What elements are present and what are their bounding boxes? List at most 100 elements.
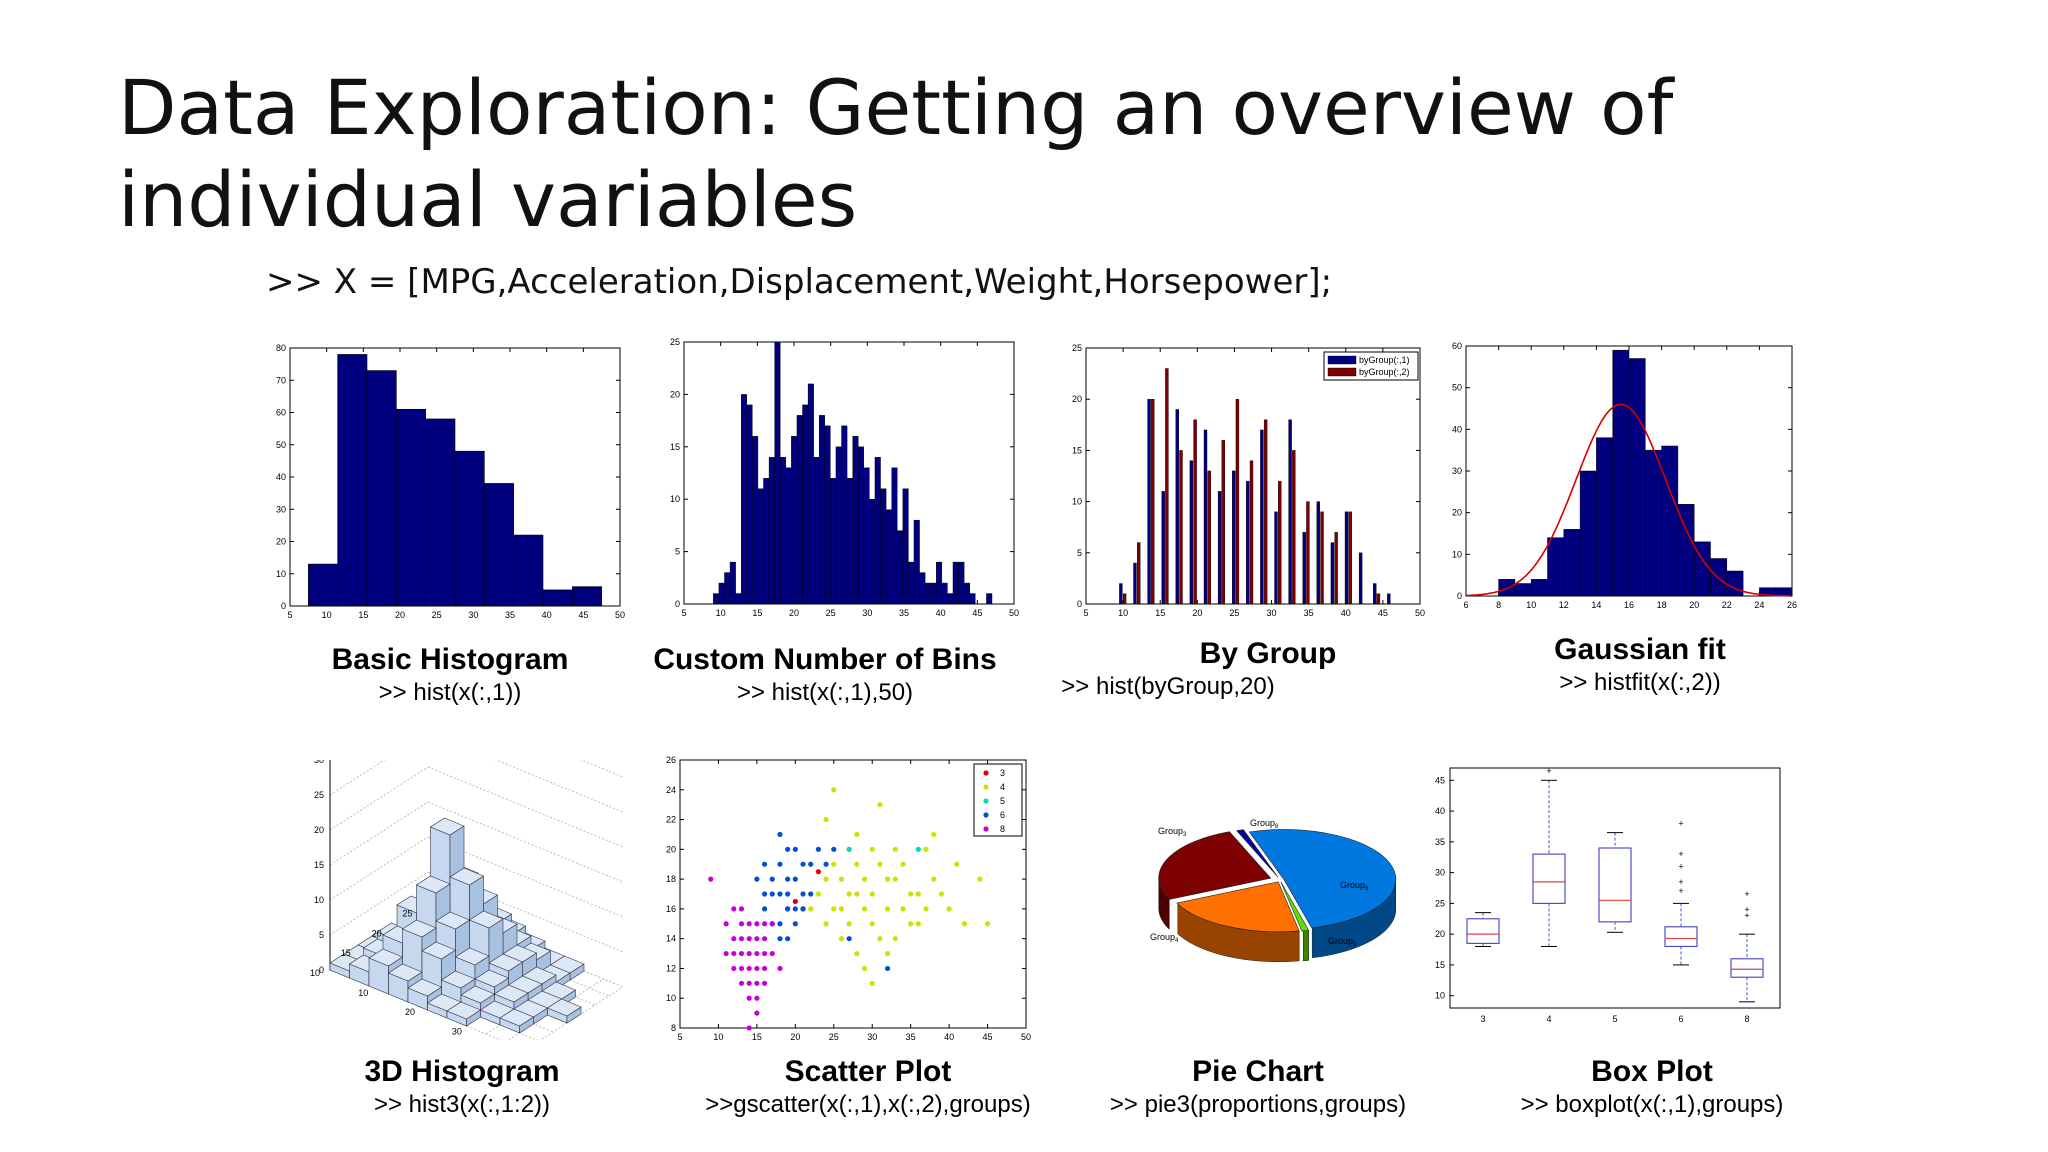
pie-slice-Group3 — [1236, 829, 1279, 878]
legend-swatch — [1327, 367, 1357, 377]
x-tick-label: 24 — [1754, 600, 1764, 610]
histogram-bar — [841, 425, 848, 605]
scatter-point-group-4 — [838, 906, 845, 912]
scatter-point-group-4 — [846, 891, 852, 897]
histogram-bar — [1514, 583, 1532, 597]
pie-caption: Pie Chart >> pie3(proportions,groups) — [1048, 1054, 1468, 1120]
group-bar — [1193, 419, 1197, 605]
legend-marker — [983, 826, 989, 832]
x-tick-label: 50 — [615, 610, 625, 620]
outlier-marker: + — [1678, 849, 1683, 859]
histogram-bar — [885, 509, 892, 605]
scatter-point-group-8 — [761, 965, 768, 972]
x-tick-label: 50 — [1415, 608, 1425, 618]
y-tick-label: 5 — [675, 547, 680, 557]
slide-title: Data Exploration: Getting an overview of… — [118, 63, 1674, 244]
scatter-point-group-8 — [738, 906, 745, 912]
histogram-bar — [785, 467, 792, 605]
group-bar — [1232, 470, 1236, 605]
group-bar — [1161, 491, 1165, 605]
group-bar — [1207, 470, 1211, 605]
histogram-bar — [852, 436, 859, 605]
scatter-point-group-4 — [908, 921, 914, 927]
scatter-point-group-8 — [708, 876, 714, 882]
histogram-bar — [752, 436, 759, 605]
scatter-point-group-8 — [731, 936, 737, 942]
y-tick-label: 10 — [666, 993, 676, 1003]
wall-grid — [427, 766, 624, 848]
scatter-point-group-8 — [746, 980, 752, 986]
scatter-point-group-5 — [846, 846, 852, 852]
pie-label: Group6 — [1340, 880, 1369, 892]
box — [1730, 958, 1764, 978]
group-bar — [1320, 511, 1324, 605]
y-tick-label: 15 — [670, 442, 680, 452]
group-bar — [1147, 399, 1151, 605]
by-group-caption: By Group >> hist(byGroup,20) — [1058, 636, 1478, 702]
histogram-bar — [757, 488, 764, 605]
legend-label: 6 — [1000, 810, 1005, 820]
scatter-point-group-6 — [785, 906, 791, 912]
legend-swatch — [1327, 355, 1357, 365]
scatter-point-group-8 — [738, 936, 745, 942]
histogram-bar — [1645, 449, 1662, 597]
group-bar — [1249, 460, 1254, 605]
histogram-bar — [1530, 579, 1548, 597]
group-bar — [1334, 532, 1338, 605]
z-tick-label: 15 — [314, 860, 324, 870]
x-tick-label: 3 — [1480, 1014, 1485, 1024]
legend-label: byGroup(:,2) — [1359, 367, 1410, 377]
histogram-bar — [1547, 537, 1565, 597]
group-bar — [1274, 511, 1278, 605]
caption-title: Custom Number of Bins — [653, 643, 997, 676]
group-bar — [1235, 399, 1240, 605]
bar3d-top — [435, 911, 471, 930]
group-bar — [1260, 429, 1264, 605]
bar3d-top — [454, 947, 490, 966]
scatter-point-group-4 — [915, 891, 921, 897]
histogram-bar — [1726, 570, 1744, 597]
x-tick-label: 30 — [867, 1032, 877, 1042]
legend-label: 8 — [1000, 824, 1005, 834]
histogram-bar — [1661, 445, 1679, 597]
scatter-point-group-4 — [977, 876, 983, 882]
hist3d-chart: 0510152025301020304010152025 — [310, 760, 624, 1040]
x-tick-label: 35 — [899, 608, 909, 618]
scatter-point-group-8 — [738, 921, 745, 927]
pie-chart: Group3 Group4 Group5 Group6 Group8 — [1150, 818, 1397, 963]
outlier-marker: + — [1678, 861, 1683, 871]
histogram-bar — [425, 418, 456, 607]
z-tick-label: 10 — [314, 895, 324, 905]
group-bar — [1189, 460, 1194, 605]
group-bar — [1203, 429, 1208, 605]
scatter-point-group-6 — [808, 861, 814, 867]
caption-title: Box Plot — [1591, 1055, 1713, 1088]
histogram-bar — [796, 415, 803, 605]
histogram-bar — [308, 563, 338, 607]
bar3d-top — [429, 817, 465, 836]
scatter-point-group-4 — [808, 906, 814, 912]
histogram-bar — [902, 488, 909, 605]
histogram-bar — [780, 457, 786, 605]
scatter-point-group-4 — [869, 980, 875, 986]
wall-grid — [329, 760, 386, 796]
bar3d-top — [488, 953, 524, 972]
bar3d-top — [446, 1001, 482, 1020]
scatter-point-group-4 — [838, 876, 845, 882]
caption-code: >> hist(x(:,1)) — [378, 679, 522, 706]
y-tick-label: 26 — [666, 755, 676, 765]
outlier-marker: + — [1678, 877, 1683, 887]
histogram-bar — [813, 457, 820, 605]
histogram-bar — [880, 488, 887, 605]
histogram-bar — [542, 589, 573, 607]
scatter-point-group-8 — [738, 965, 745, 972]
scatter-point-group-6 — [815, 846, 821, 852]
scatter-point-group-4 — [823, 876, 829, 882]
histogram-bar — [1579, 470, 1597, 597]
y-tick-label: 10 — [1072, 497, 1082, 507]
gaussian-fit-caption: Gaussian fit >> histfit(x(:,2)) — [1430, 632, 1850, 698]
legend-label: 5 — [1000, 796, 1005, 806]
matlab-command: >> X = [MPG,Acceleration,Displacement,We… — [266, 262, 1333, 302]
caption-code: >> boxplot(x(:,1),groups) — [1520, 1091, 1784, 1118]
y-tick-label: 14 — [666, 934, 676, 944]
